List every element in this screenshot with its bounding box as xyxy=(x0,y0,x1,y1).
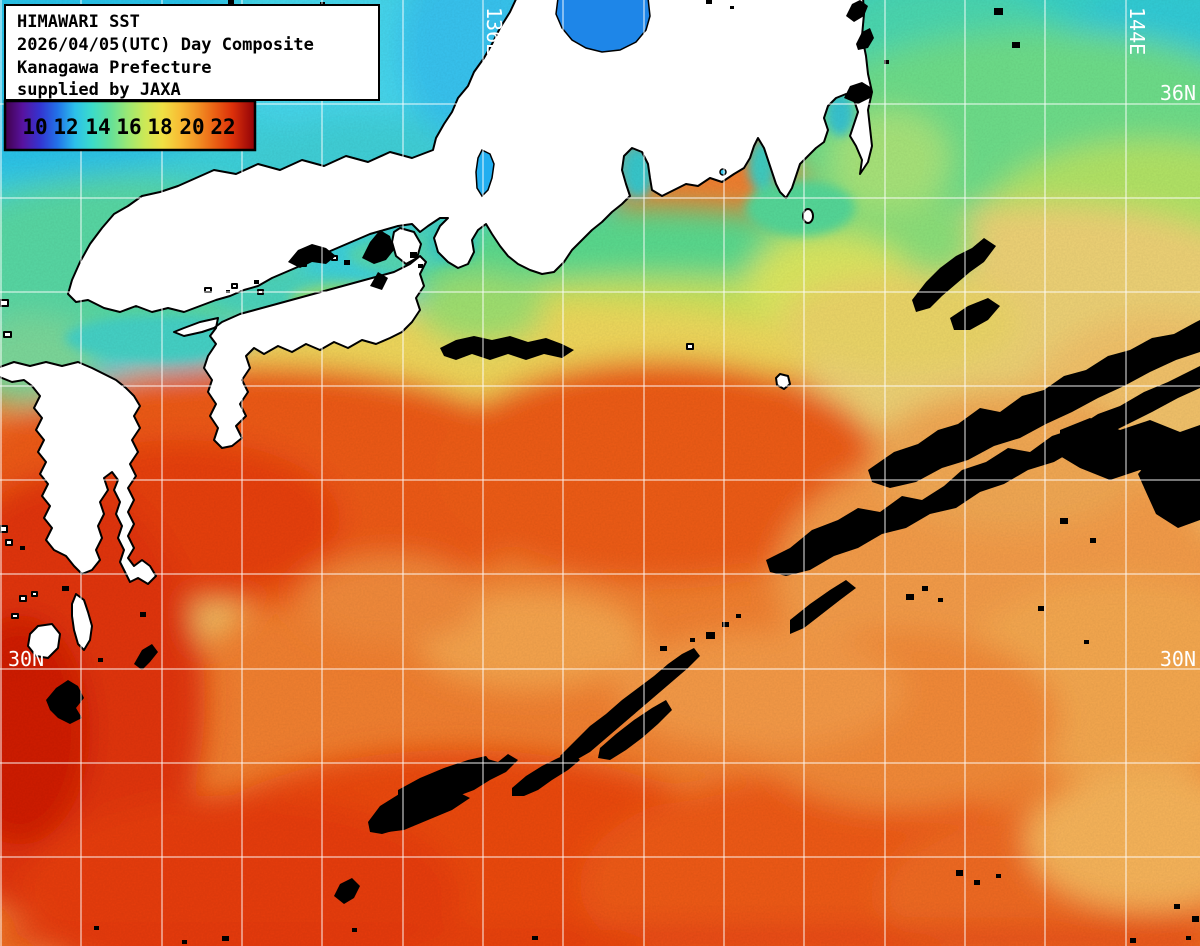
lon-label-136e: 136E xyxy=(482,7,506,55)
lat-label-30n-right: 30N xyxy=(1160,647,1196,671)
scale-tick: 22 xyxy=(210,115,235,139)
lon-label-144e: 144E xyxy=(1125,7,1149,55)
graticule-labels: 136E 144E 36N 30N 30N xyxy=(8,7,1196,671)
lat-label-36n-right: 36N xyxy=(1160,81,1196,105)
scale-tick: 14 xyxy=(85,115,110,139)
land-islet xyxy=(204,287,212,293)
cloud-layer xyxy=(20,0,1200,944)
land-islet xyxy=(3,331,12,338)
scale-tick: 18 xyxy=(147,115,172,139)
lake-hamana xyxy=(719,168,727,176)
title-line-credit: supplied by JAXA xyxy=(17,80,181,100)
parallel-gridlines xyxy=(0,103,1200,858)
color-scale: 10 12 14 16 18 20 22 xyxy=(3,99,257,152)
land-islet xyxy=(0,525,8,533)
land-tanegashima xyxy=(71,593,93,651)
title-box: HIMAWARI SST 2026/04/05(UTC) Day Composi… xyxy=(4,4,380,101)
color-scale-gradient xyxy=(3,99,257,152)
scale-tick: 10 xyxy=(22,115,47,139)
scale-tick: 12 xyxy=(53,115,78,139)
land-islet xyxy=(11,613,19,619)
land-yakushima xyxy=(27,623,61,659)
land-shikoku xyxy=(173,255,427,449)
land-islet xyxy=(0,299,9,307)
title-box-frame xyxy=(4,4,380,101)
color-scale-ticks: 10 12 14 16 18 20 22 xyxy=(22,115,235,139)
land-islet xyxy=(31,591,38,597)
land-islet xyxy=(5,539,13,546)
title-line-date: 2026/04/05(UTC) Day Composite xyxy=(17,35,314,55)
scale-tick: 20 xyxy=(179,115,204,139)
title-line-region: Kanagawa Prefecture xyxy=(17,58,211,78)
lake-biwa xyxy=(475,148,495,198)
land-honshu xyxy=(67,0,873,313)
land-islet xyxy=(19,595,27,602)
toyama-bay-water xyxy=(555,0,651,53)
title-line-product: HIMAWARI SST xyxy=(17,12,140,32)
land-small-island xyxy=(775,373,791,390)
land-izu-oshima xyxy=(802,208,814,224)
lat-label-30n-left: 30N xyxy=(8,647,44,671)
meridian-gridlines xyxy=(0,0,1127,946)
land-kyushu xyxy=(0,361,157,585)
scale-tick: 16 xyxy=(116,115,141,139)
land-islet xyxy=(231,283,238,289)
land-small-island xyxy=(686,343,694,350)
